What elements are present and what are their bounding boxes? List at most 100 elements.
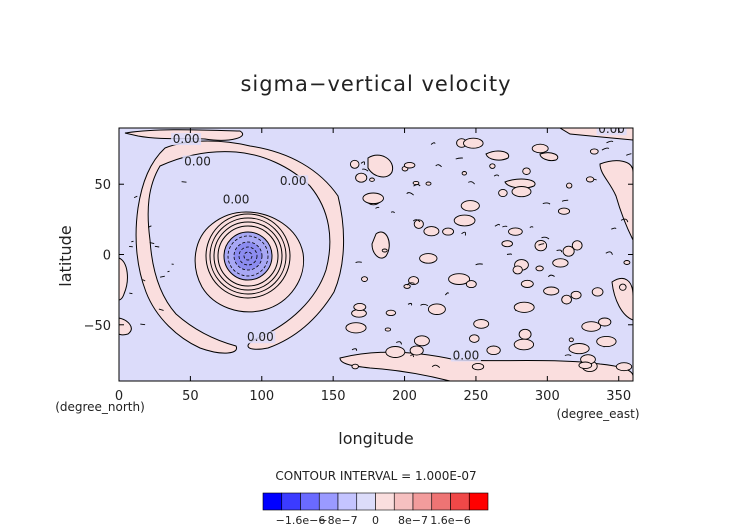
- small-cell: [412, 219, 421, 223]
- small-cell: [606, 140, 614, 144]
- small-cell: [568, 343, 590, 355]
- small-cell: [413, 219, 424, 229]
- contour-label-bg: [245, 331, 276, 344]
- colorbar-tick-labels: −1.6e−6−8e−7 0 8e−7 1.6e−6: [276, 514, 471, 527]
- small-cell: [351, 363, 359, 370]
- small-cell: [167, 270, 170, 273]
- small-cell: [360, 161, 366, 166]
- small-cell: [403, 161, 416, 169]
- small-cell: [615, 362, 633, 372]
- small-cell: [469, 334, 480, 343]
- small-cell: [541, 236, 550, 240]
- small-cell: [385, 346, 406, 358]
- small-cell: [390, 211, 395, 214]
- small-cell: [511, 186, 532, 198]
- small-cell: [381, 248, 388, 253]
- small-cell: [427, 303, 446, 315]
- small-cell: [566, 182, 573, 189]
- small-cell: [355, 261, 362, 264]
- small-cell: [396, 341, 402, 345]
- small-cell: [513, 301, 535, 313]
- small-cell: [493, 174, 500, 177]
- x-tick-label: 100: [249, 389, 274, 404]
- colorbar-swatch: [281, 492, 301, 511]
- small-cell: [522, 167, 531, 175]
- small-cell: [601, 147, 610, 151]
- small-cell: [384, 327, 392, 332]
- small-cell: [461, 231, 467, 236]
- contour-label-bg: [182, 155, 213, 168]
- small-cell: [461, 171, 467, 176]
- chart-title: sigma−vertical velocity: [240, 72, 511, 96]
- colorbar-swatch: [337, 492, 358, 511]
- colorbar-swatch: [300, 492, 320, 511]
- small-cell: [475, 263, 483, 266]
- x-tick-label: 200: [392, 389, 417, 404]
- x-axis: 0 50 100 150 200 250 300 350: [115, 128, 631, 404]
- small-cell: [471, 362, 485, 371]
- positive-region: [611, 278, 633, 321]
- contour-label-bg: [278, 175, 309, 188]
- x-unit: (degree_east): [556, 407, 639, 421]
- small-cell: [494, 223, 500, 227]
- contour-labels: 0.00 0.00 0.00 0.00 0.00 0.00 0.00: [171, 128, 627, 363]
- small-cell: [568, 337, 574, 343]
- small-cell: [468, 181, 475, 185]
- colorbar: [262, 492, 489, 511]
- small-cell: [542, 202, 551, 205]
- small-cell: [564, 354, 572, 356]
- small-cell: [460, 200, 480, 212]
- small-cell: [158, 308, 164, 311]
- contour-label: 0.00: [280, 174, 307, 188]
- small-cell: [362, 168, 369, 172]
- positive-region: [135, 140, 345, 354]
- y-unit: (degree_north): [55, 400, 145, 414]
- vortex-core: [233, 241, 263, 271]
- small-cell: [531, 143, 549, 154]
- colorbar-tick-label: 0: [372, 514, 379, 527]
- small-cell: [498, 188, 508, 198]
- colorbar-tick-label: 1.6e−6: [430, 514, 470, 527]
- small-cell: [463, 137, 484, 149]
- colorbar-swatch: [468, 492, 489, 511]
- small-cell: [543, 286, 560, 296]
- plot-area: 0.00 0.00 0.00 0.00 0.00 0.00 0.00: [119, 128, 633, 381]
- small-cell: [578, 361, 593, 370]
- y-axis: −50 0 50: [84, 178, 633, 334]
- x-tick-label: 300: [535, 389, 560, 404]
- x-tick-label: 50: [182, 389, 199, 404]
- small-cell: [506, 253, 512, 255]
- small-cell: [140, 323, 146, 326]
- small-cell: [619, 283, 627, 291]
- small-cell: [355, 172, 368, 183]
- small-cell: [406, 192, 414, 196]
- small-cell: [403, 283, 411, 289]
- small-cell: [626, 153, 632, 156]
- contour-label: 0.00: [223, 192, 250, 206]
- small-cell: [442, 227, 455, 236]
- small-cell: [534, 239, 548, 252]
- small-cell: [407, 302, 413, 306]
- colorbar-tick-label: 8e−7: [398, 514, 428, 527]
- small-cell: [562, 245, 575, 257]
- small-cell: [501, 240, 513, 248]
- small-cell: [362, 192, 384, 205]
- vortex-dashed-contours: [227, 235, 269, 277]
- small-cell: [448, 273, 471, 285]
- colorbar-swatch: [431, 492, 451, 511]
- small-cell: [585, 176, 595, 183]
- small-cell: [142, 279, 146, 282]
- small-cell: [489, 163, 496, 169]
- x-tick-label: 250: [464, 389, 489, 404]
- small-cell: [571, 240, 583, 251]
- small-cell: [589, 148, 599, 155]
- positive-region: [485, 150, 510, 161]
- x-tick-label: 150: [321, 389, 346, 404]
- y-axis-label: latitude: [56, 225, 75, 286]
- small-cell: [518, 328, 532, 340]
- small-cell: [375, 206, 380, 209]
- colorbar-swatch: [375, 492, 395, 511]
- colorbar-tick-label: −8e−7: [318, 514, 357, 527]
- colorbar-swatch: [450, 492, 470, 511]
- small-cell: [410, 354, 415, 358]
